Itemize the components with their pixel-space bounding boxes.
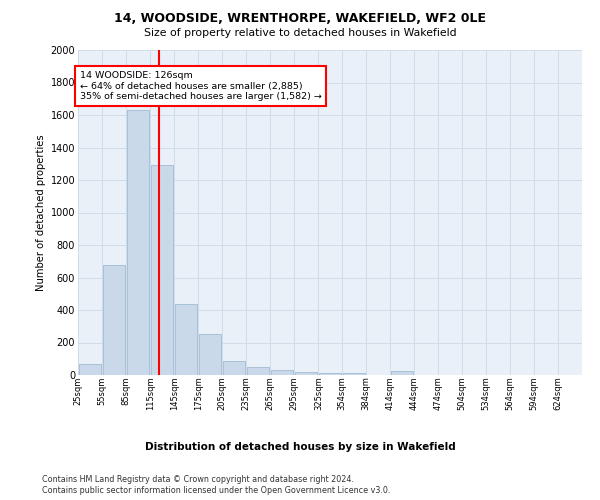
- Bar: [319, 372, 341, 375]
- Text: Distribution of detached houses by size in Wakefield: Distribution of detached houses by size …: [145, 442, 455, 452]
- Bar: [199, 334, 221, 375]
- Bar: [151, 166, 173, 375]
- Bar: [391, 371, 413, 375]
- Bar: [79, 364, 101, 375]
- Bar: [127, 110, 149, 375]
- Text: Size of property relative to detached houses in Wakefield: Size of property relative to detached ho…: [143, 28, 457, 38]
- Text: Contains HM Land Registry data © Crown copyright and database right 2024.: Contains HM Land Registry data © Crown c…: [42, 475, 354, 484]
- Bar: [247, 367, 269, 375]
- Y-axis label: Number of detached properties: Number of detached properties: [37, 134, 46, 291]
- Bar: [103, 264, 125, 375]
- Text: 14 WOODSIDE: 126sqm
← 64% of detached houses are smaller (2,885)
35% of semi-det: 14 WOODSIDE: 126sqm ← 64% of detached ho…: [80, 71, 322, 101]
- Bar: [271, 370, 293, 375]
- Bar: [223, 361, 245, 375]
- Bar: [295, 372, 317, 375]
- Bar: [343, 374, 365, 375]
- Text: Contains public sector information licensed under the Open Government Licence v3: Contains public sector information licen…: [42, 486, 391, 495]
- Text: 14, WOODSIDE, WRENTHORPE, WAKEFIELD, WF2 0LE: 14, WOODSIDE, WRENTHORPE, WAKEFIELD, WF2…: [114, 12, 486, 26]
- Bar: [175, 304, 197, 375]
